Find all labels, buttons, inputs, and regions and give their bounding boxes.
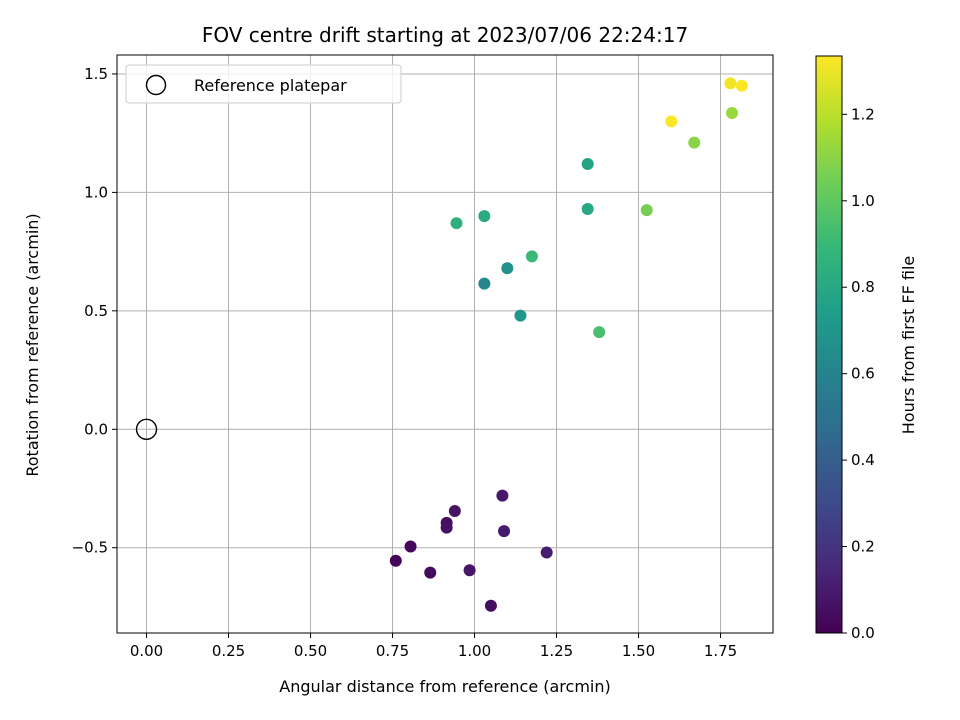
- colorbar-tick-label: 1.0: [851, 192, 875, 210]
- data-point: [665, 115, 678, 128]
- plot-area-frame: [116, 54, 774, 634]
- y-tick-label: 0.0: [84, 420, 108, 438]
- data-point: [640, 204, 653, 217]
- data-point: [593, 326, 606, 339]
- x-axis-label: Angular distance from reference (arcmin): [279, 677, 610, 696]
- data-point: [424, 566, 437, 579]
- colorbar-tick-label: 1.2: [851, 105, 875, 123]
- data-point: [581, 157, 594, 170]
- data-point: [724, 77, 737, 90]
- data-point: [540, 546, 553, 559]
- chart-title: FOV centre drift starting at 2023/07/06 …: [202, 23, 688, 47]
- x-tick-label: 0.50: [294, 642, 327, 660]
- colorbar-ticks: 0.0 0.2 0.4 0.6 0.8 1.0 1.2: [842, 105, 875, 642]
- data-points: [135, 77, 748, 612]
- y-tick-label: −0.5: [72, 539, 108, 557]
- colorbar-tick-label: 0.4: [851, 451, 875, 469]
- x-tick-label: 0.25: [212, 642, 245, 660]
- x-tick-label: 1.75: [704, 642, 737, 660]
- data-point: [404, 540, 417, 553]
- data-point: [496, 489, 509, 502]
- colorbar-tick-label: 0.8: [851, 278, 875, 296]
- y-tick-label: 0.5: [84, 302, 108, 320]
- data-point: [688, 136, 701, 149]
- data-point: [726, 107, 738, 120]
- legend-box: [125, 64, 402, 104]
- data-point: [478, 210, 491, 223]
- x-tick-label: 1.50: [622, 642, 655, 660]
- colorbar-tick-label: 0.0: [851, 624, 875, 642]
- data-point: [501, 262, 514, 275]
- x-axis-ticks: 0.00 0.25 0.50 0.75 1.00 1.25 1.50 1.75: [130, 633, 737, 660]
- y-axis-label: Rotation from reference (arcmin): [23, 213, 42, 476]
- x-tick-label: 0.75: [376, 642, 409, 660]
- x-tick-label: 0.00: [130, 642, 163, 660]
- colorbar: [815, 55, 843, 634]
- y-tick-label: 1.5: [84, 65, 108, 83]
- x-tick-label: 1.00: [458, 642, 491, 660]
- data-point: [581, 202, 594, 215]
- y-tick-label: 1.0: [84, 183, 108, 201]
- legend: Reference platepar: [125, 64, 402, 104]
- colorbar-tick-label: 0.2: [851, 538, 875, 556]
- legend-label-reference: Reference platepar: [194, 76, 347, 95]
- data-point: [498, 525, 511, 538]
- colorbar-tick-label: 0.6: [851, 365, 875, 383]
- data-point: [525, 250, 538, 263]
- data-point: [514, 309, 527, 322]
- data-point: [478, 277, 491, 290]
- x-tick-label: 1.25: [540, 642, 573, 660]
- legend-marker-reference: [145, 74, 167, 96]
- data-point: [448, 505, 461, 518]
- grid: [117, 55, 773, 633]
- data-point: [484, 599, 497, 612]
- data-point: [450, 217, 463, 230]
- data-point: [463, 564, 476, 577]
- y-axis-ticks: −0.5 0.0 0.5 1.0 1.5: [72, 65, 117, 557]
- data-point: [389, 554, 402, 567]
- colorbar-label: Hours from first FF file: [899, 256, 918, 435]
- reference-platepar-marker: [135, 418, 158, 440]
- data-point: [735, 79, 748, 92]
- data-point: [440, 521, 453, 534]
